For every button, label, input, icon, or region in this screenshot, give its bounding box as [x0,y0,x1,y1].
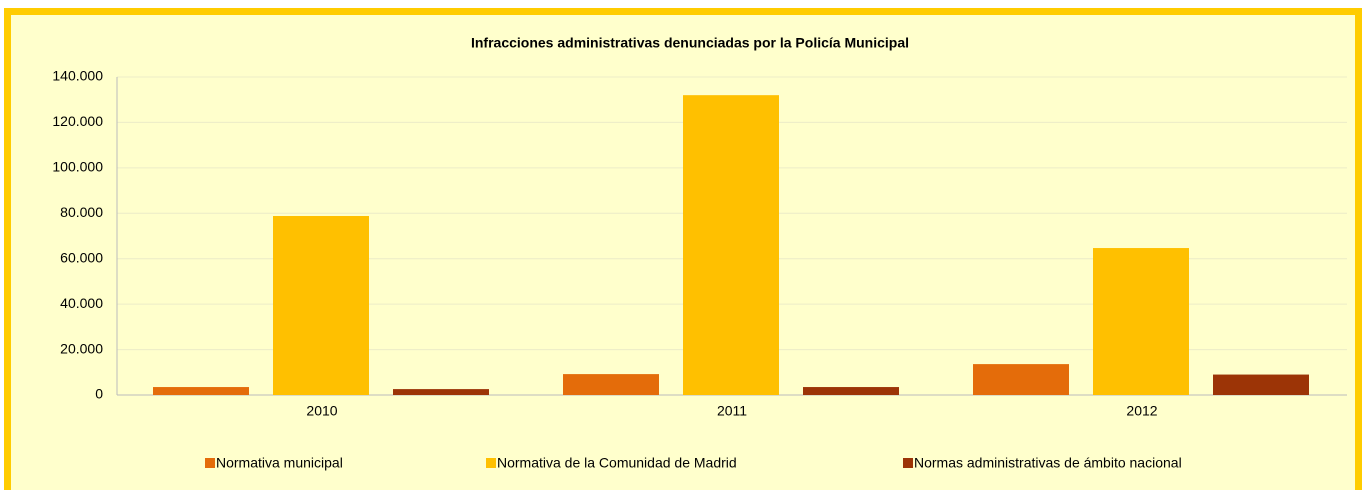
x-tick-label: 2012 [1126,403,1157,419]
legend-swatch [486,458,496,468]
y-tick-label: 140.000 [52,68,103,84]
y-tick-label: 100.000 [52,159,103,175]
bar [563,374,659,395]
legend-label: Normativa municipal [216,455,343,471]
y-tick-label: 80.000 [60,204,103,220]
legend-swatch [903,458,913,468]
legend-label: Normativa de la Comunidad de Madrid [497,455,737,471]
bar [1213,374,1309,395]
bar [153,387,249,395]
bar [273,216,369,395]
y-tick-label: 60.000 [60,249,103,265]
bar [393,389,489,395]
bar [1093,248,1189,395]
y-tick-label: 0 [95,386,103,402]
x-tick-label: 2011 [717,403,747,419]
y-tick-label: 40.000 [60,295,103,311]
chart-title: Infracciones administrativas denunciadas… [471,35,909,51]
legend-label: Normas administrativas de ámbito naciona… [914,455,1182,471]
bar [973,364,1069,395]
y-tick-label: 20.000 [60,340,103,356]
bar [803,387,899,395]
y-tick-label: 120.000 [52,113,103,129]
x-tick-label: 2010 [306,403,337,419]
legend-swatch [205,458,215,468]
bar [683,95,779,396]
